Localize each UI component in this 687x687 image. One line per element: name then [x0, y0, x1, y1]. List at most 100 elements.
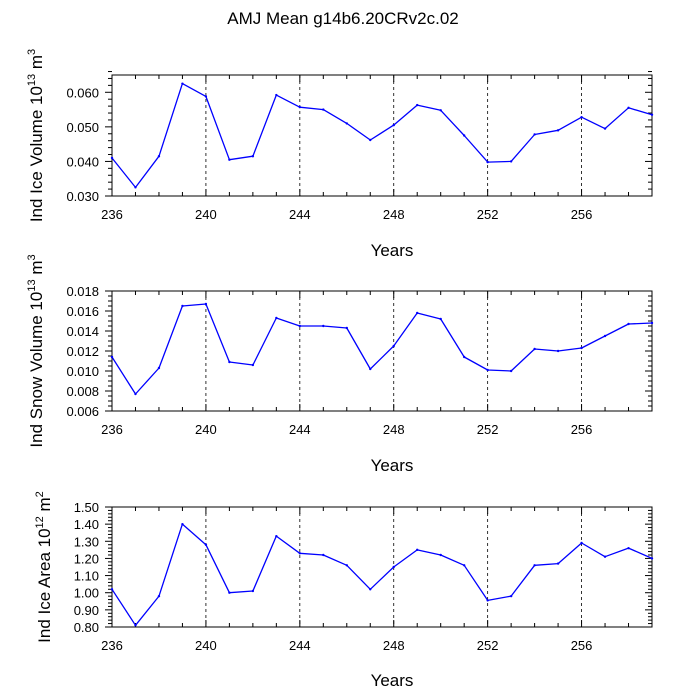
- snow-volume-y-tick-label: 0.014: [66, 324, 99, 339]
- snow-volume-y-tick-label: 0.016: [66, 304, 99, 319]
- snow-volume-x-tick-label: 236: [101, 422, 123, 437]
- ice-area-y-tick-label: 1.00: [74, 586, 99, 601]
- snow-volume-data-point: [251, 363, 255, 367]
- ice-area-y-tick-label: 1.30: [74, 534, 99, 549]
- snow-volume-x-tick-label: 244: [289, 422, 311, 437]
- snow-volume-y-tick-label: 0.008: [66, 384, 99, 399]
- snow-volume-data-point: [392, 344, 395, 348]
- ice-volume-data-point: [627, 106, 630, 110]
- ice-volume-y-tick-label: 0.030: [66, 189, 99, 204]
- ice-volume-data-point: [486, 160, 489, 164]
- snow-volume-data-point: [298, 324, 302, 328]
- snow-volume-data-point: [157, 366, 161, 370]
- ice-area-y-tick-label: 0.90: [74, 603, 99, 618]
- ice-area-x-tick-label: 256: [571, 638, 593, 653]
- ice-volume-data-point: [533, 133, 536, 136]
- snow-volume-data-point: [580, 346, 583, 350]
- snow-volume-x-tick-label: 248: [383, 422, 405, 437]
- snow-volume-x-tick-label: 240: [195, 422, 217, 437]
- ice-area-y-axis-label: Ind Ice Area 1012 m2: [34, 491, 54, 643]
- ice-area-data-point: [181, 522, 184, 526]
- snow-volume-x-tick-label: 252: [477, 422, 499, 437]
- snow-volume-data-point: [533, 347, 536, 351]
- snow-volume-data-point: [369, 367, 372, 371]
- snow-volume-data-point: [181, 304, 184, 308]
- ice-area-data-point: [298, 552, 302, 555]
- snow-volume-x-axis-label: Years: [371, 456, 414, 475]
- ice-volume-data-point: [392, 123, 395, 127]
- snow-volume-data-point: [650, 321, 654, 325]
- ice-area-data-point: [228, 591, 231, 594]
- panel-ice-volume: 236 240 244 248 252 256 0.030 0.040 0.050 0.060 Ye…: [26, 49, 654, 260]
- snow-volume-data-point: [509, 369, 513, 373]
- ice-area-y-tick-label: 0.80: [74, 620, 99, 635]
- ice-volume-data-point: [228, 158, 231, 161]
- ice-area-data-point: [580, 541, 583, 545]
- ice-volume-data-point: [439, 109, 442, 112]
- ice-volume-x-tick-label: 252: [477, 207, 499, 222]
- ice-area-data-point: [157, 594, 161, 598]
- ice-volume-data-point: [650, 113, 654, 116]
- snow-volume-y-tick-label: 0.018: [66, 284, 99, 299]
- ice-area-data-point: [134, 624, 137, 627]
- ice-volume-x-tick-label: 256: [571, 207, 593, 222]
- ice-area-data-point: [650, 557, 654, 560]
- snow-volume-y-tick-label: 0.012: [66, 344, 99, 359]
- ice-volume-x-axis-label: Years: [371, 241, 414, 260]
- ice-volume-data-point: [134, 186, 137, 189]
- ice-volume-data-point: [603, 127, 607, 130]
- ice-volume-data-point: [509, 160, 513, 163]
- ice-volume-data-point: [157, 155, 161, 158]
- snow-volume-data-point: [416, 311, 419, 315]
- ice-volume-y-axis-label: Ind Ice Volume 1013 m3: [26, 49, 46, 222]
- ice-volume-data-point: [416, 103, 419, 107]
- ice-area-data-point: [509, 594, 513, 598]
- ice-area-data-point: [110, 588, 114, 591]
- ice-area-data-point: [439, 553, 442, 557]
- ice-area-x-tick-label: 236: [101, 638, 123, 653]
- ice-area-y-tick-label: 1.50: [74, 500, 99, 515]
- ice-area-data-point: [556, 562, 560, 565]
- ice-volume-x-tick-label: 244: [289, 207, 311, 222]
- ice-volume-y-tick-label: 0.040: [66, 154, 99, 169]
- snow-volume-data-point: [439, 317, 442, 321]
- ice-area-data-point: [486, 599, 489, 602]
- ice-area-x-tick-label: 248: [383, 638, 405, 653]
- ice-volume-plot-frame: [111, 74, 653, 197]
- snow-volume-y-tick-label: 0.010: [66, 364, 99, 379]
- panel-snow-volume: 236 240 244 248 252 256 0.006 0.008 0.010 0.012 0.…: [26, 254, 654, 475]
- ice-area-plot-frame: [111, 506, 653, 628]
- snow-volume-x-tick-label: 256: [571, 422, 593, 437]
- snow-volume-data-point: [322, 324, 325, 328]
- snow-volume-plot-frame: [111, 290, 653, 412]
- snow-volume-data-point: [204, 302, 208, 306]
- ice-volume-data-point: [556, 129, 560, 132]
- figure-title: AMJ Mean g14b6.20CRv2c.02: [227, 9, 459, 28]
- ice-area-data-point: [369, 588, 372, 591]
- ice-volume-y-tick-label: 0.060: [66, 85, 99, 100]
- snow-volume-data-point: [228, 360, 231, 364]
- ice-volume-data-point: [369, 138, 372, 142]
- ice-area-data-point: [533, 564, 536, 567]
- ice-volume-data-point: [275, 93, 278, 97]
- ice-area-data-point: [392, 565, 395, 569]
- ice-area-data-point: [204, 543, 208, 546]
- snow-volume-data-point: [556, 349, 560, 353]
- snow-volume-data-point: [345, 326, 348, 330]
- ice-area-data-point: [322, 553, 325, 557]
- ice-area-data-point: [603, 555, 607, 558]
- ice-volume-data-point: [580, 115, 583, 119]
- ice-area-data-point: [462, 564, 466, 567]
- ice-volume-data-point: [298, 105, 302, 109]
- ice-area-x-tick-label: 252: [477, 638, 499, 653]
- ice-area-data-point: [345, 564, 348, 567]
- ice-volume-data-point: [345, 122, 348, 125]
- panel-ice-area: 236 240 244 248 252 256 0.80 0.90 1.00 1.10 1.20 1.…: [34, 491, 654, 687]
- ice-volume-data-point: [251, 155, 255, 158]
- ice-volume-data-point: [181, 82, 184, 85]
- ice-area-y-tick-label: 1.10: [74, 569, 99, 584]
- ice-area-y-tick-label: 1.20: [74, 551, 99, 566]
- snow-volume-data-point: [627, 322, 630, 326]
- ice-area-data-point: [627, 546, 630, 550]
